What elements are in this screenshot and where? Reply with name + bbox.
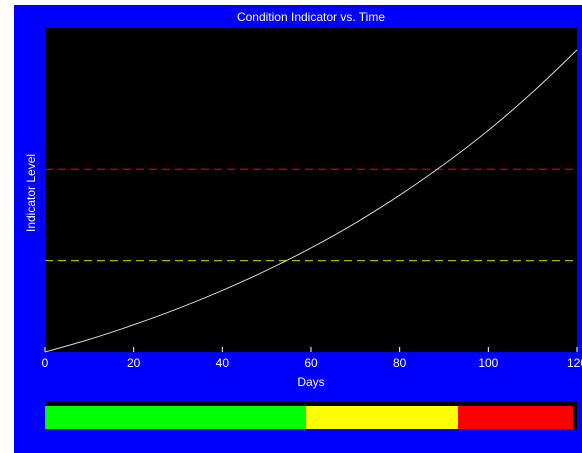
x-tick-label: 40	[216, 356, 230, 370]
chart: 0 20 40 60 80 100 120 Condition Indicator vs. …	[24, 10, 582, 389]
status-zone-0	[45, 406, 306, 429]
y-axis-label: Indicator Level	[24, 154, 38, 232]
x-tick-label: 80	[393, 356, 407, 370]
x-tick-label: 120	[567, 356, 582, 370]
x-tick-label: 0	[42, 356, 49, 370]
x-tick-label: 100	[478, 356, 498, 370]
status-zone-1	[305, 406, 458, 429]
x-tick-label: 20	[127, 356, 141, 370]
x-axis-ticks: 0 20 40 60 80 100 120	[42, 347, 582, 370]
x-tick-label: 60	[304, 356, 318, 370]
threshold-lines	[45, 168, 577, 262]
condition-status-bar	[45, 401, 577, 429]
series-line-0	[44, 49, 578, 353]
figure-window: 0 20 40 60 80 100 120 Condition Indicator vs. …	[14, 5, 582, 453]
plot-area	[45, 28, 577, 352]
series-group	[44, 49, 578, 353]
status-zone-2	[457, 406, 573, 429]
chart-title: Condition Indicator vs. Time	[237, 10, 385, 24]
x-axis-label: Days	[297, 375, 324, 389]
